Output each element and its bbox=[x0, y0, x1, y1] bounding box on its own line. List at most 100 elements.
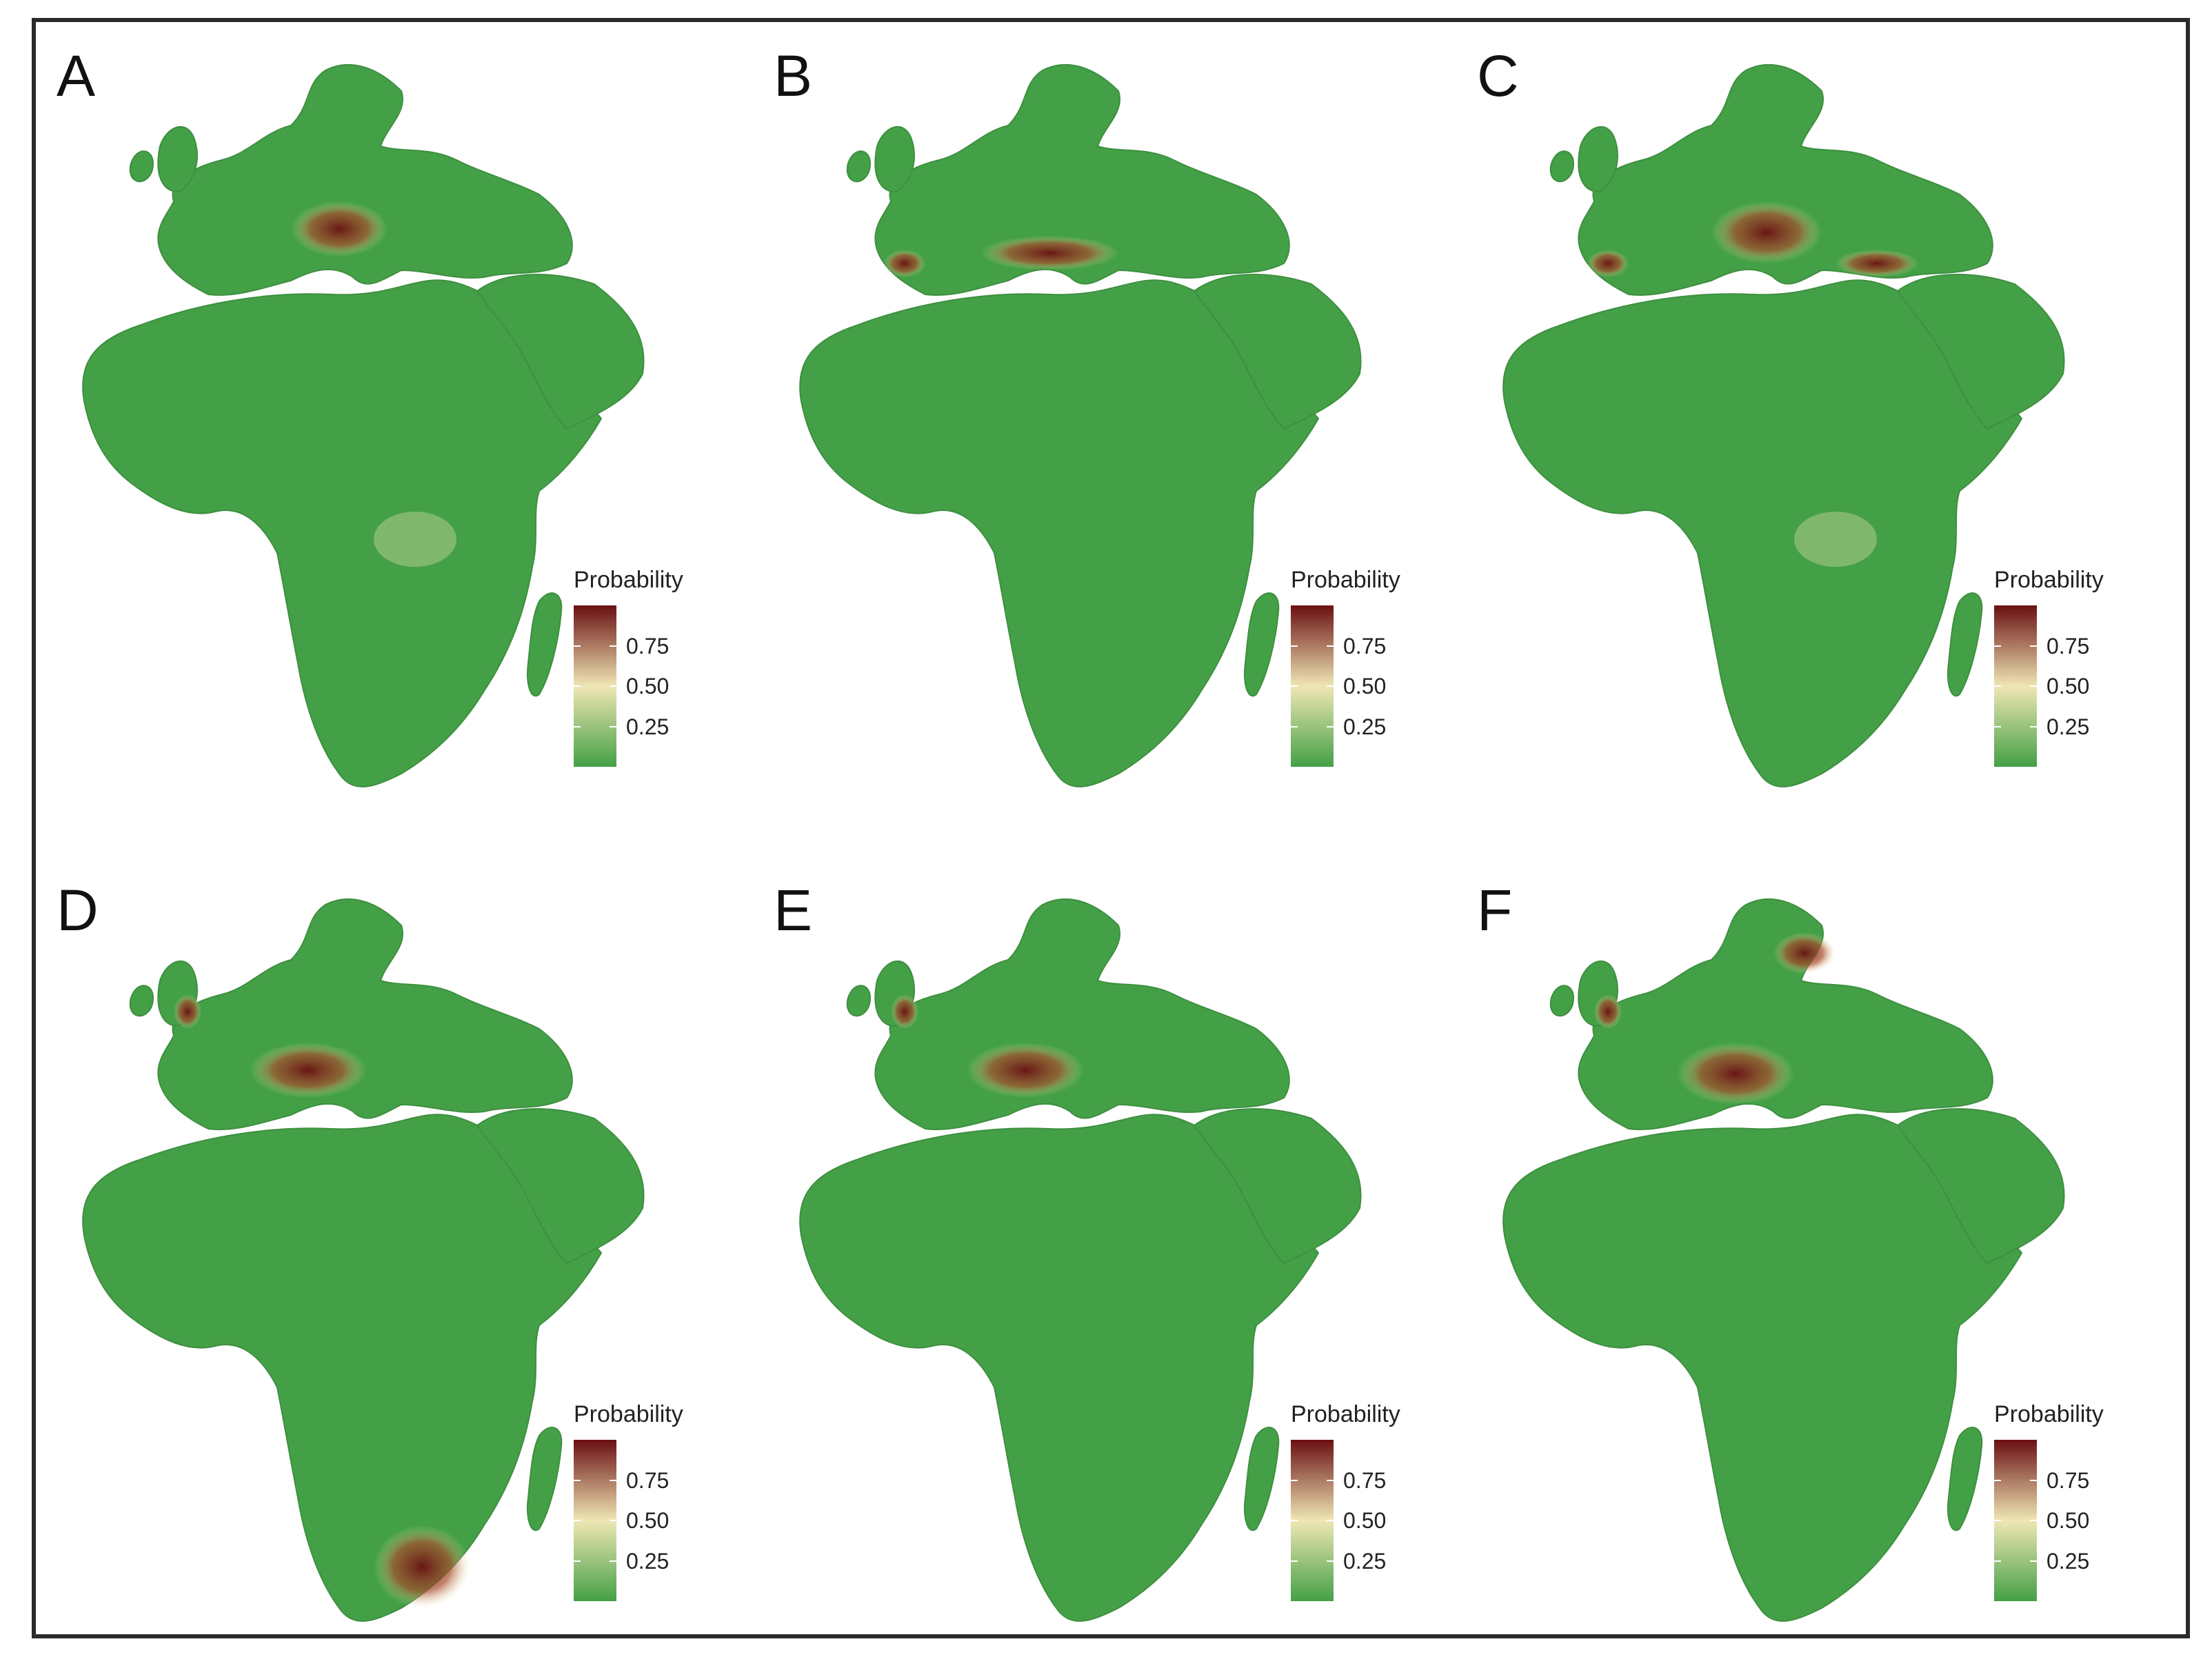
legend-color-bar bbox=[574, 605, 616, 767]
britain-landmass bbox=[874, 125, 915, 192]
legend-color-bar bbox=[1994, 1440, 2037, 1601]
panel-label: F bbox=[1477, 878, 1513, 943]
high-probability-area bbox=[981, 236, 1118, 270]
legend-tick-label: 0.75 bbox=[2047, 1467, 2090, 1493]
map-panel-c: C Probability 0.75 0.50 0.25 bbox=[1477, 43, 2194, 843]
africa-landmass bbox=[82, 1114, 603, 1622]
probability-map bbox=[1502, 64, 2065, 787]
legend-title: Probability bbox=[1994, 1401, 2104, 1427]
africa-landmass bbox=[1502, 279, 2023, 787]
africa-landmass bbox=[799, 1114, 1320, 1622]
legend-tick-label: 0.50 bbox=[626, 674, 670, 699]
europe-landmass bbox=[1578, 898, 1993, 1130]
probability-map bbox=[82, 64, 645, 787]
panel-label: E bbox=[774, 878, 813, 943]
legend-tick-label: 0.25 bbox=[2047, 714, 2090, 739]
legend-title: Probability bbox=[1291, 1401, 1400, 1427]
ireland-landmass bbox=[129, 150, 154, 183]
high-probability-area bbox=[374, 1525, 470, 1608]
ireland-landmass bbox=[1549, 985, 1575, 1017]
high-probability-area bbox=[1711, 201, 1822, 263]
high-probability-area bbox=[250, 1043, 367, 1098]
madagascar-landmass bbox=[1244, 1427, 1280, 1532]
high-probability-area bbox=[174, 994, 201, 1029]
panel-label: D bbox=[57, 878, 99, 943]
madagascar-landmass bbox=[1947, 592, 1983, 697]
probability-legend: Probability 0.75 0.50 0.25 bbox=[1994, 567, 2173, 794]
legend-color-bar bbox=[1994, 605, 2037, 767]
legend-title: Probability bbox=[1994, 567, 2104, 593]
panel-label: B bbox=[774, 43, 813, 108]
legend-tick-label: 0.25 bbox=[626, 1548, 670, 1574]
legend-tick-label: 0.25 bbox=[1343, 1548, 1387, 1574]
arabia-landmass bbox=[1896, 274, 2065, 430]
high-probability-area bbox=[291, 201, 388, 257]
britain-landmass bbox=[157, 125, 198, 192]
legend-tick-label: 0.75 bbox=[626, 1467, 670, 1493]
europe-landmass bbox=[157, 64, 573, 296]
map-panel-a: A Probability 0.75 0.50 0.25 bbox=[57, 43, 774, 843]
panel-label: A bbox=[57, 43, 96, 108]
legend-color-bar bbox=[1291, 1440, 1334, 1601]
high-probability-area bbox=[1773, 932, 1836, 974]
moderate-probability-area bbox=[374, 512, 456, 567]
high-probability-area bbox=[884, 250, 925, 277]
arabia-landmass bbox=[476, 1108, 645, 1265]
legend-tick-label: 0.75 bbox=[626, 633, 670, 659]
probability-legend: Probability 0.75 0.50 0.25 bbox=[574, 567, 753, 794]
legend-color-bar bbox=[574, 1440, 616, 1601]
map-panel-f: F Probability 0.75 0.50 0.25 bbox=[1477, 877, 2194, 1677]
figure-frame: A Probability 0.75 0.50 0.25 B Probability 0.75… bbox=[32, 18, 2190, 1638]
legend-tick-label: 0.25 bbox=[2047, 1548, 2090, 1574]
europe-landmass bbox=[1578, 64, 1993, 296]
britain-landmass bbox=[1578, 125, 1618, 192]
africa-landmass bbox=[799, 279, 1320, 787]
madagascar-landmass bbox=[527, 1427, 563, 1532]
ireland-landmass bbox=[846, 985, 872, 1017]
high-probability-area bbox=[967, 1043, 1084, 1098]
probability-map bbox=[82, 898, 645, 1622]
madagascar-landmass bbox=[1947, 1427, 1983, 1532]
probability-map bbox=[1502, 898, 2065, 1622]
europe-landmass bbox=[157, 898, 573, 1130]
high-probability-area bbox=[1594, 994, 1622, 1029]
legend-title: Probability bbox=[574, 1401, 683, 1427]
legend-title: Probability bbox=[1291, 567, 1400, 593]
map-panel-d: D Probability 0.75 0.50 0.25 bbox=[57, 877, 774, 1677]
legend-tick-label: 0.50 bbox=[1343, 1508, 1387, 1533]
arabia-landmass bbox=[1896, 1108, 2065, 1265]
legend-color-bar bbox=[1291, 605, 1334, 767]
high-probability-area bbox=[1677, 1043, 1794, 1105]
probability-legend: Probability 0.75 0.50 0.25 bbox=[574, 1401, 753, 1629]
legend-tick-label: 0.50 bbox=[626, 1508, 670, 1533]
arabia-landmass bbox=[476, 274, 645, 430]
probability-legend: Probability 0.75 0.50 0.25 bbox=[1291, 1401, 1470, 1629]
africa-landmass bbox=[82, 279, 603, 787]
panel-label: C bbox=[1477, 43, 1519, 108]
legend-tick-label: 0.50 bbox=[2047, 1508, 2090, 1533]
ireland-landmass bbox=[1549, 150, 1575, 183]
moderate-probability-area bbox=[1794, 512, 1877, 567]
legend-tick-label: 0.75 bbox=[1343, 633, 1387, 659]
legend-tick-label: 0.75 bbox=[2047, 633, 2090, 659]
legend-tick-label: 0.75 bbox=[1343, 1467, 1387, 1493]
arabia-landmass bbox=[1193, 274, 1362, 430]
europe-landmass bbox=[874, 898, 1290, 1130]
legend-tick-label: 0.25 bbox=[626, 714, 670, 739]
africa-landmass bbox=[1502, 1114, 2023, 1622]
probability-legend: Probability 0.75 0.50 0.25 bbox=[1994, 1401, 2173, 1629]
probability-legend: Probability 0.75 0.50 0.25 bbox=[1291, 567, 1470, 794]
legend-tick-label: 0.25 bbox=[1343, 714, 1387, 739]
arabia-landmass bbox=[1193, 1108, 1362, 1265]
high-probability-area bbox=[891, 994, 918, 1029]
europe-landmass bbox=[874, 64, 1290, 296]
probability-map bbox=[799, 64, 1362, 787]
legend-tick-label: 0.50 bbox=[2047, 674, 2090, 699]
ireland-landmass bbox=[129, 985, 154, 1017]
high-probability-area bbox=[1836, 250, 1918, 277]
high-probability-area bbox=[1587, 250, 1629, 277]
probability-map bbox=[799, 898, 1362, 1622]
madagascar-landmass bbox=[527, 592, 563, 697]
map-panel-e: E Probability 0.75 0.50 0.25 bbox=[774, 877, 1491, 1677]
map-panel-b: B Probability 0.75 0.50 0.25 bbox=[774, 43, 1491, 843]
